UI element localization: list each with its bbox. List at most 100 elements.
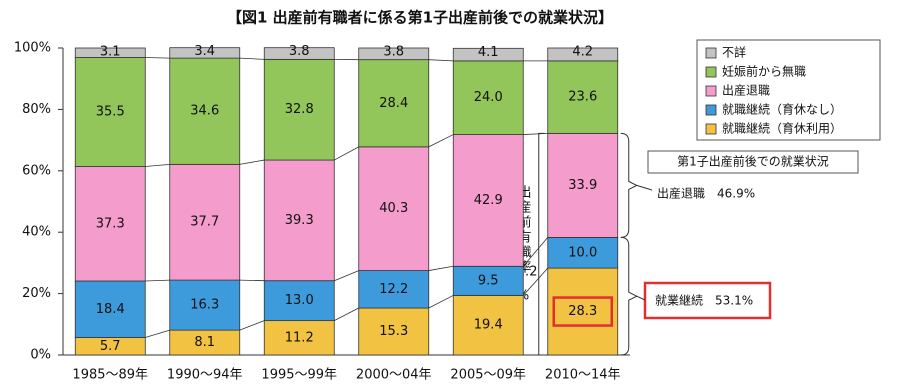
bar-segment bbox=[547, 60, 619, 134]
legend-label: 妊娠前から無職 bbox=[722, 64, 806, 79]
data-label: 3.4 bbox=[194, 44, 215, 59]
data-label: 32.8 bbox=[285, 102, 314, 117]
bar-segment bbox=[358, 270, 430, 309]
connector bbox=[428, 295, 454, 309]
data-label: 24.0 bbox=[474, 90, 503, 105]
data-label: 13.0 bbox=[285, 293, 314, 308]
data-label: 4.1 bbox=[478, 45, 499, 60]
bar-segment bbox=[169, 329, 241, 356]
x-tick-label: 1985～89年 bbox=[72, 368, 148, 383]
connector bbox=[145, 329, 170, 338]
bar-segment bbox=[452, 295, 524, 356]
x-tick-label: 2005～09年 bbox=[450, 368, 526, 383]
bar-segment bbox=[452, 60, 524, 135]
legend-label: 不詳 bbox=[722, 45, 746, 60]
x-tick-label: 2000～04年 bbox=[356, 368, 432, 383]
data-label: 16.3 bbox=[190, 298, 219, 313]
data-label: 39.3 bbox=[285, 213, 314, 228]
y-tick-label: 100% bbox=[14, 41, 51, 56]
data-label: 3.8 bbox=[383, 45, 404, 60]
pointer bbox=[636, 184, 653, 191]
bar-segment bbox=[74, 57, 146, 167]
data-label: 5.7 bbox=[100, 339, 121, 354]
legend-box bbox=[696, 39, 881, 141]
annotation-quit: 出産退職 46.9% bbox=[657, 186, 755, 201]
data-label: 37.7 bbox=[190, 215, 219, 230]
bar-segment bbox=[74, 166, 146, 282]
data-label: 9.5 bbox=[478, 273, 499, 288]
legend-label: 出産退職 bbox=[722, 83, 770, 98]
data-label: 11.2 bbox=[285, 330, 314, 345]
bar-segment bbox=[74, 280, 146, 338]
annotation-title: 第1子出産前後での就業状況 bbox=[677, 154, 829, 169]
connector bbox=[522, 267, 549, 296]
brace bbox=[538, 132, 545, 355]
x-tick-label: 2010～14年 bbox=[545, 368, 621, 383]
bar-segment bbox=[263, 58, 335, 161]
data-label: 12.2 bbox=[379, 282, 408, 297]
bar-segment bbox=[452, 134, 524, 267]
data-label: 28.3 bbox=[568, 304, 597, 319]
highlight-box bbox=[643, 281, 772, 320]
bar-segment bbox=[358, 307, 430, 356]
bar-segment bbox=[74, 47, 146, 58]
connector bbox=[334, 146, 359, 161]
data-label: 40.3 bbox=[379, 201, 408, 216]
bar-segment bbox=[547, 47, 619, 62]
connector bbox=[239, 159, 265, 165]
bar-segment bbox=[452, 47, 524, 62]
bar-segment bbox=[547, 267, 619, 356]
legend-swatch bbox=[705, 104, 717, 116]
data-label: 3.1 bbox=[100, 45, 121, 60]
connector bbox=[145, 163, 170, 167]
legend-swatch bbox=[705, 66, 717, 78]
legend-swatch bbox=[705, 47, 717, 59]
y-tick-label: 40% bbox=[22, 225, 51, 240]
connector bbox=[428, 59, 454, 62]
connector bbox=[428, 265, 454, 271]
bar-segment bbox=[358, 47, 430, 61]
data-label: 4.2 bbox=[572, 45, 593, 60]
chart-title: 【図1 出産前有職者に係る第1子出産前後での就業状況】 bbox=[227, 9, 613, 27]
bar-segment bbox=[263, 159, 335, 282]
bar-segment bbox=[169, 163, 241, 281]
data-label: 33.9 bbox=[568, 178, 597, 193]
connector bbox=[239, 57, 265, 60]
bar-segment bbox=[169, 47, 241, 59]
y-tick-label: 20% bbox=[22, 286, 51, 301]
connector bbox=[145, 279, 170, 282]
annotation-box bbox=[647, 150, 859, 174]
connector bbox=[239, 320, 265, 331]
brace bbox=[620, 132, 638, 238]
y-tick-label: 80% bbox=[22, 102, 51, 117]
data-label: 10.0 bbox=[568, 245, 597, 260]
data-label: 18.4 bbox=[96, 302, 125, 317]
bar-segment bbox=[263, 320, 335, 356]
data-label: 34.6 bbox=[190, 104, 219, 119]
bar-segment bbox=[263, 280, 335, 322]
y-tick-label: 60% bbox=[22, 163, 51, 178]
data-label: 3.8 bbox=[289, 44, 310, 59]
brace bbox=[620, 236, 638, 356]
data-label: 8.1 bbox=[194, 335, 215, 350]
connector bbox=[334, 270, 359, 282]
bar-segment bbox=[358, 59, 430, 148]
data-label: 42.9 bbox=[474, 193, 503, 208]
data-label: 23.6 bbox=[568, 90, 597, 105]
legend-swatch bbox=[705, 123, 717, 135]
data-label: 37.3 bbox=[96, 216, 125, 231]
data-label: 35.5 bbox=[96, 105, 125, 120]
legend-swatch bbox=[705, 85, 717, 97]
data-label: 28.4 bbox=[379, 96, 408, 111]
data-label: 15.3 bbox=[379, 324, 408, 339]
bar-segment bbox=[358, 146, 430, 271]
x-tick-label: 1995～99年 bbox=[261, 368, 337, 383]
bar-segment bbox=[263, 47, 335, 60]
connector bbox=[522, 237, 549, 267]
data-label: 19.4 bbox=[474, 318, 503, 333]
annotation-continue: 就業継続 53.1% bbox=[655, 293, 753, 308]
legend-label: 就職継続（育休なし） bbox=[722, 102, 842, 117]
connector bbox=[428, 134, 454, 148]
bar-segment bbox=[169, 279, 241, 331]
